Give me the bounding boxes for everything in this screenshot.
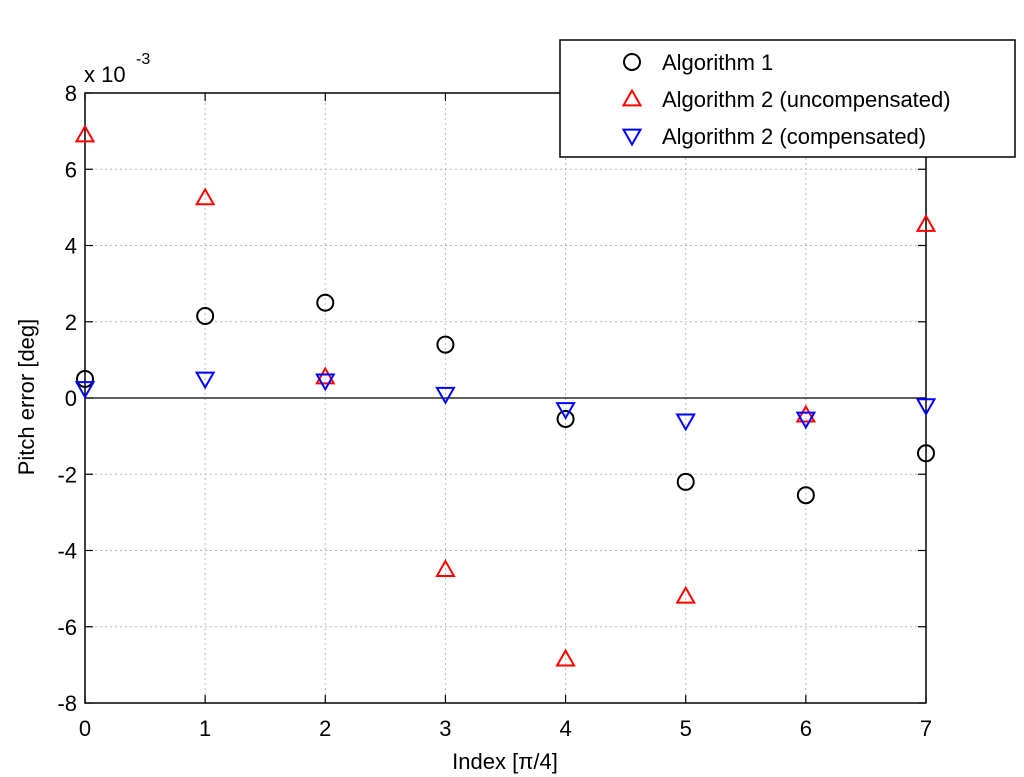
- data-point-circle: [316, 293, 335, 312]
- data-point-circle: [436, 335, 455, 354]
- data-point-circle: [196, 307, 215, 326]
- legend-marker-circle: [623, 53, 641, 71]
- data-point-triangle-up: [915, 214, 937, 232]
- x-tick-label: 5: [680, 716, 692, 741]
- data-point-triangle-down: [315, 373, 336, 392]
- data-point-triangle-down: [795, 411, 817, 430]
- data-point-circle: [676, 472, 695, 491]
- y-tick-labels: -8 -6 -4 -2 0 2 4 6 8: [57, 81, 77, 716]
- x-tick-label: 1: [199, 716, 211, 741]
- data-point-triangle-down: [915, 398, 937, 417]
- legend-label: Algorithm 2 (uncompensated): [662, 87, 951, 112]
- data-point-triangle-down: [194, 371, 216, 390]
- y-axis-label: Pitch error [deg]: [14, 319, 39, 476]
- y-tick-label: 2: [65, 310, 77, 335]
- y-scale-exponent: -3: [136, 51, 150, 68]
- data-point-triangle-up: [795, 404, 817, 423]
- legend-label: Algorithm 1: [662, 50, 773, 75]
- x-tick-label: 6: [800, 716, 812, 741]
- x-tick-label: 7: [920, 716, 932, 741]
- data-point-circle: [76, 369, 94, 388]
- x-tick-labels: 0 1 2 3 4 5 6 7: [79, 716, 932, 741]
- y-tick-label: 6: [65, 157, 77, 182]
- y-tick-label: -4: [57, 539, 77, 564]
- data-point-circle: [556, 409, 575, 428]
- data-markers: [74, 124, 937, 667]
- y-tick-label: -2: [57, 462, 77, 487]
- y-tick-label: -8: [57, 691, 77, 716]
- y-scale-label: x 10 -3: [84, 51, 150, 87]
- data-point-triangle-up: [74, 124, 96, 143]
- legend: Algorithm 1 Algorithm 2 (uncompensated) Al…: [559, 39, 1016, 158]
- data-point-triangle-down: [675, 413, 696, 432]
- y-tick-label: 4: [65, 234, 77, 259]
- x-tick-label: 3: [439, 716, 451, 741]
- data-point-triangle-up: [315, 366, 336, 385]
- data-point-triangle-up: [194, 187, 216, 206]
- data-point-triangle-down: [555, 402, 576, 420]
- data-point-triangle-up: [435, 559, 456, 577]
- data-point-circle: [796, 486, 815, 505]
- y-tick-label: -6: [57, 615, 77, 640]
- data-point-triangle-up: [675, 585, 696, 604]
- y-tick-label: 8: [65, 81, 77, 106]
- data-point-triangle-down: [74, 381, 96, 399]
- x-tick-label: 2: [319, 716, 331, 741]
- data-point-triangle-down: [435, 386, 456, 405]
- x-axis-label: Index [π/4]: [452, 749, 558, 774]
- y-scale-base: x 10: [84, 62, 126, 87]
- data-point-circle: [917, 444, 935, 463]
- data-point-triangle-up: [555, 648, 576, 667]
- legend-marker-triangle-up: [621, 88, 643, 107]
- y-tick-label: 0: [65, 386, 77, 411]
- x-tick-label: 0: [79, 716, 91, 741]
- legend-marker-triangle-down: [621, 128, 643, 147]
- legend-label: Algorithm 2 (compensated): [662, 124, 926, 149]
- x-tick-label: 4: [559, 716, 571, 741]
